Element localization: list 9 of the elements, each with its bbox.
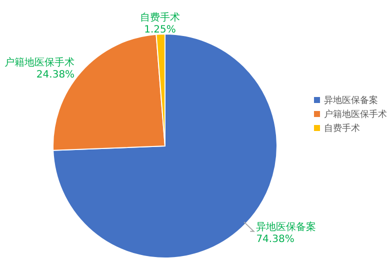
legend-label: 异地医保备案 xyxy=(324,95,378,106)
slice-label: 自费手术 xyxy=(140,11,180,24)
legend-label: 户籍地医保手术 xyxy=(324,109,387,120)
data-label: 1.25% xyxy=(144,24,176,36)
slice-label: 户籍地医保手术 xyxy=(4,56,75,69)
slice-label: 异地医保备案 xyxy=(256,220,316,233)
legend-label: 自费手术 xyxy=(324,123,360,134)
data-label: 24.38% xyxy=(36,70,75,81)
data-label: 74.38% xyxy=(256,234,294,245)
